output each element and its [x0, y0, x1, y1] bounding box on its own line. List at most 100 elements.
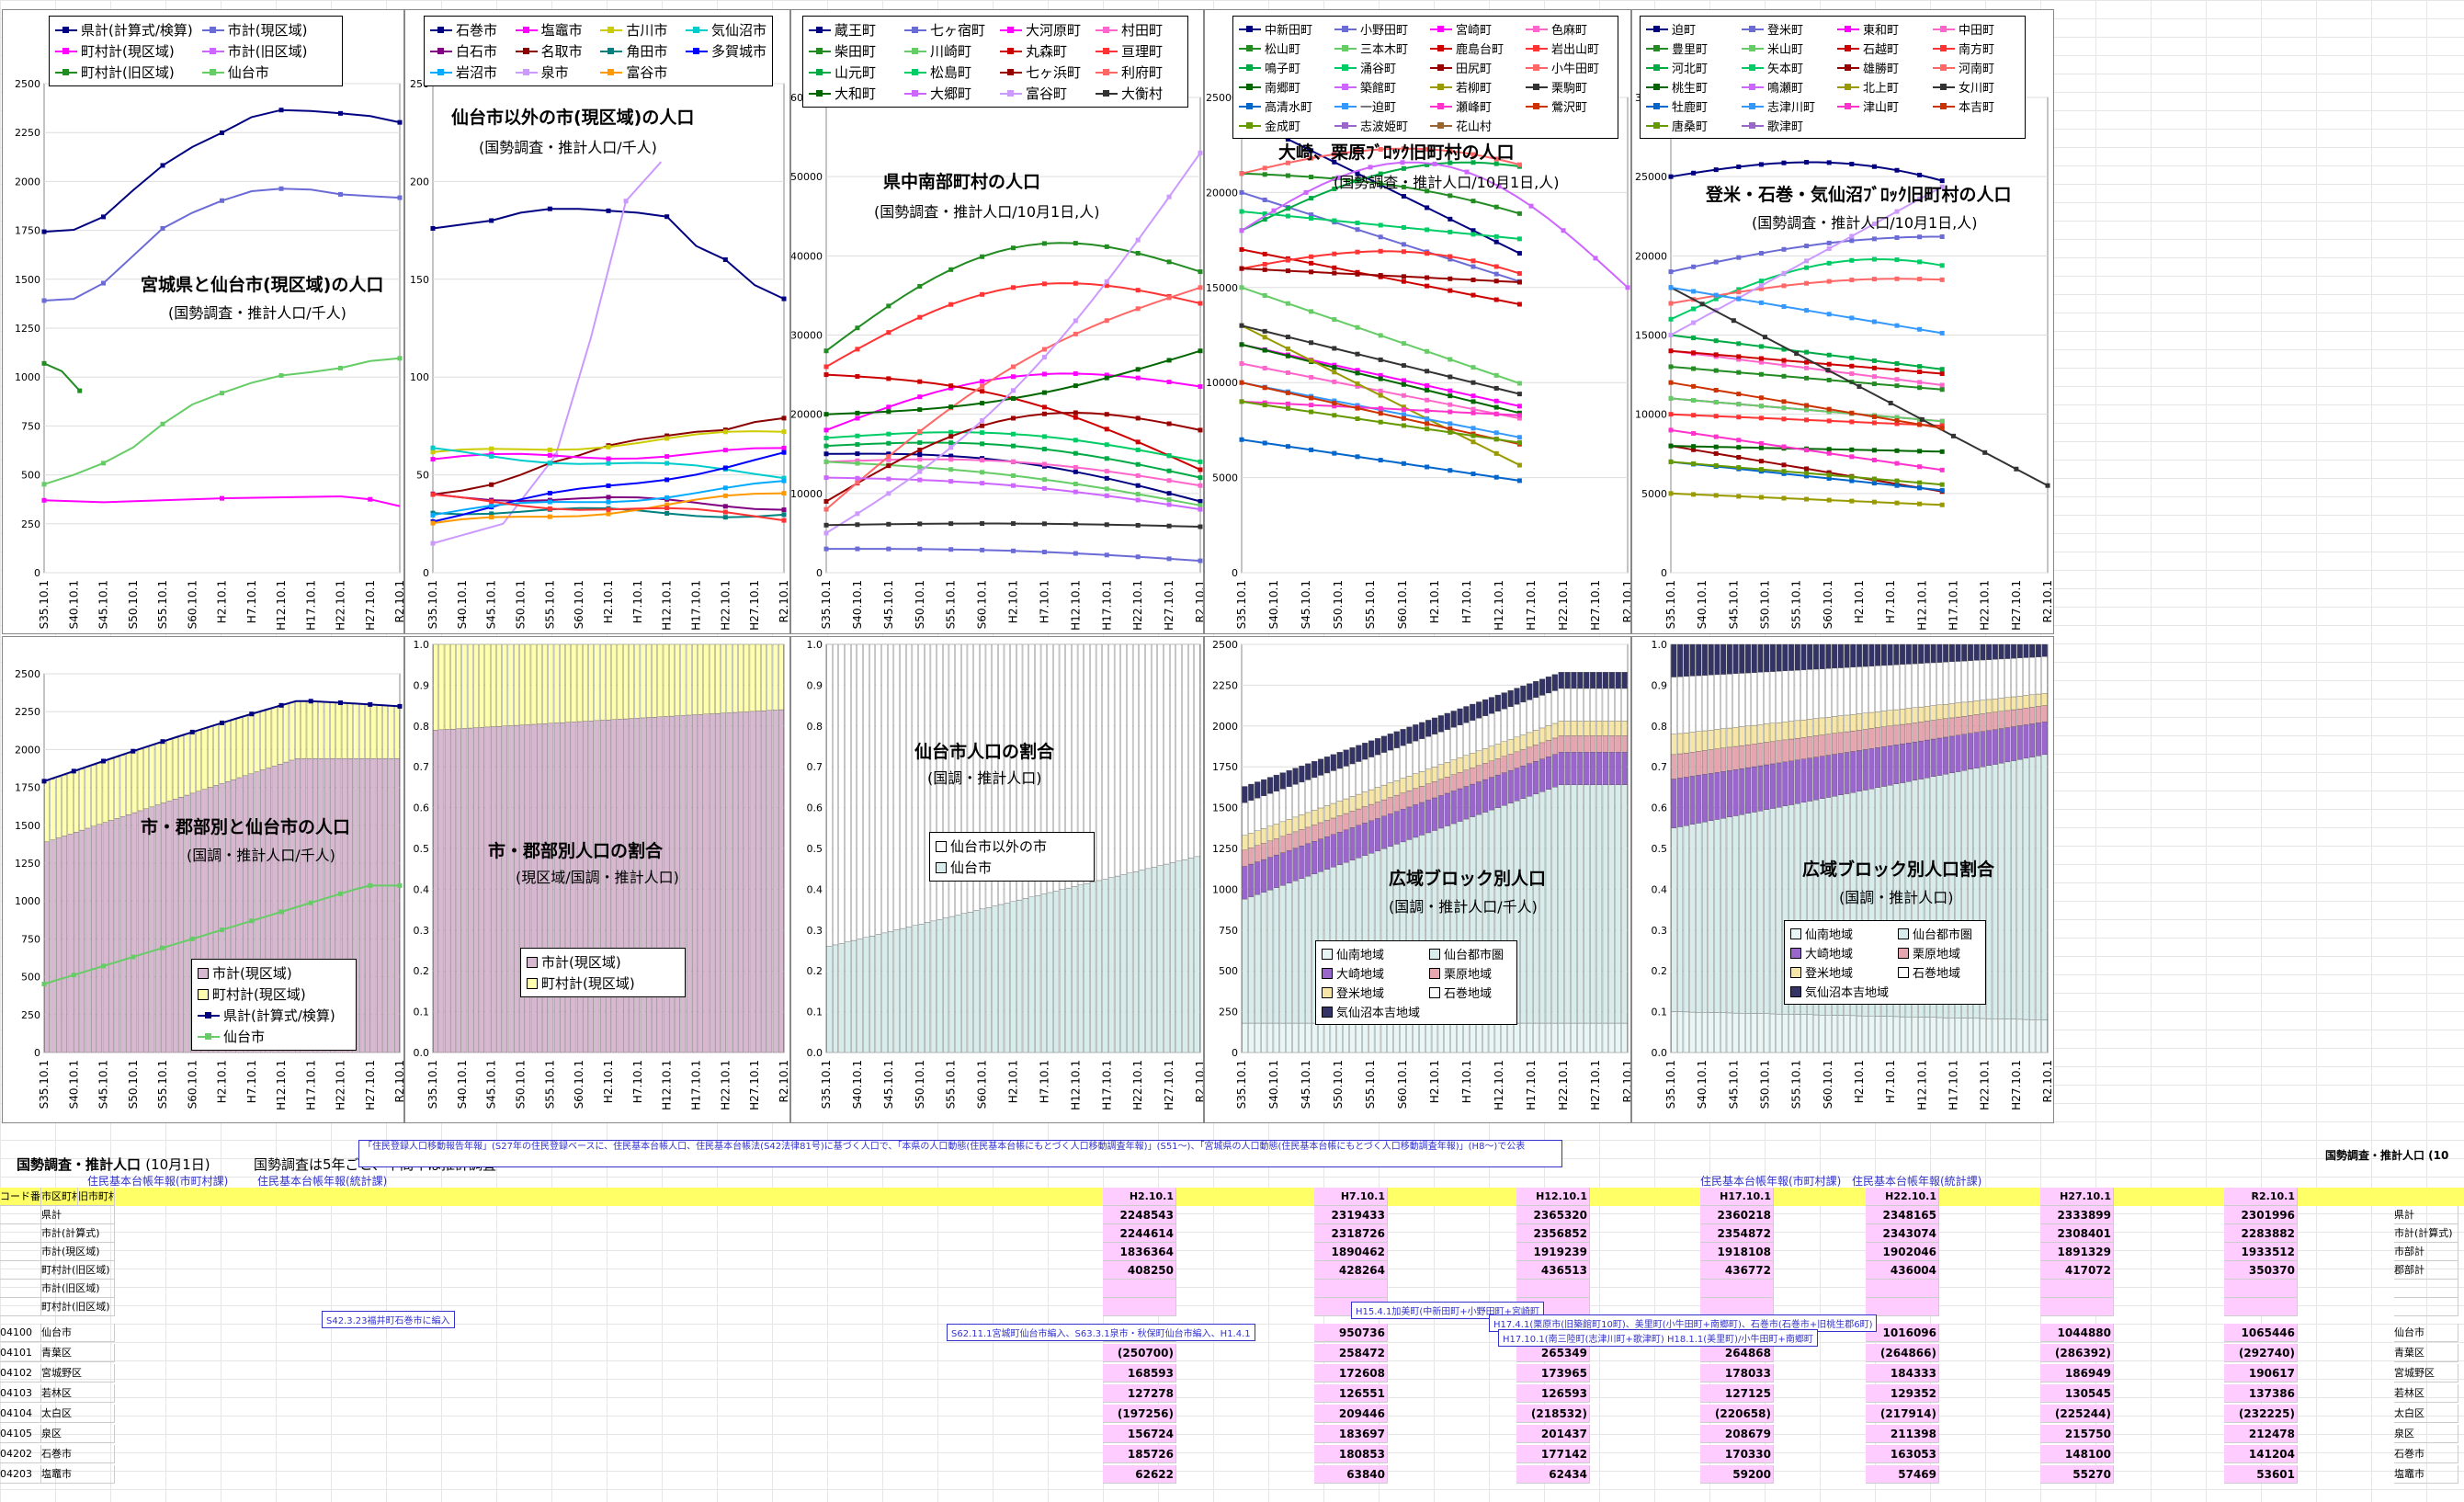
- bar-segment: [1266, 889, 1274, 1024]
- table-row[interactable]: 04202 石巻市 185726 180853 177142 170330 163053 14…: [0, 1445, 2464, 1463]
- table-row[interactable]: 04102 宮城野区 168593 172608 173965 178033 184333 1…: [0, 1364, 2464, 1383]
- data-point: [1804, 448, 1810, 453]
- data-point: [1470, 152, 1476, 157]
- bar-segment: [1850, 666, 1857, 715]
- chart-title: 大崎、栗原ﾌﾞﾛｯｸ旧町村の人口: [1278, 142, 1515, 163]
- table-row[interactable]: 04203 塩竈市 62622 63840 62434 59200 57469 55270 53…: [0, 1465, 2464, 1484]
- legend-item: 町村計(旧区域): [55, 63, 193, 82]
- bar-segment: [576, 643, 583, 723]
- data-point: [489, 453, 494, 459]
- data-point: [1239, 209, 1244, 214]
- chart-sendai-ratio[interactable]: 0.0 0.1 0.2 0.3 0.4 0.5 0.6 0.7 0.8 0.9 1.0 S35.10.…: [790, 636, 1204, 1123]
- chart-regional-block-ratio[interactable]: 0.0 0.1 0.2 0.3 0.4 0.5 0.6 0.7 0.8 0.9 1.0 S35.10.…: [1631, 636, 2054, 1123]
- bar-segment: [1800, 1014, 1807, 1053]
- table-row[interactable]: 04104 太白区 (197256) 209446 (218532) (220658) (2…: [0, 1405, 2464, 1423]
- bar-segment: [1577, 688, 1584, 722]
- chart-tome-ishinomaki-kesennuma-population[interactable]: 050001000015000200002500030000S35.10.1S4…: [1631, 9, 2054, 634]
- bar-segment: [1488, 745, 1495, 761]
- data-point: [1378, 388, 1383, 393]
- x-tick-label: H12.10.1: [1493, 580, 1505, 631]
- bar-segment: [2029, 1019, 2036, 1053]
- bar-segment: [669, 643, 675, 717]
- table-row[interactable]: 市計(現区域) 1836364 1890462 1919239 1918108 19020…: [0, 1243, 2464, 1261]
- row-name: 宮城野区: [41, 1364, 115, 1383]
- chart-osaki-kurihara-population[interactable]: 0 5000 10000 15000 20000 25000 S35.10.1 S40.10.…: [1204, 9, 1631, 634]
- data-point: [278, 702, 284, 708]
- bar-segment: [1918, 663, 1925, 708]
- bar-segment: [1751, 1013, 1757, 1053]
- bar-segment: [260, 710, 266, 770]
- y-tick-label: 0.5: [1652, 843, 1668, 855]
- bar-segment: [2016, 696, 2023, 710]
- data-point: [1011, 443, 1016, 449]
- legend-item: 名取市: [515, 41, 592, 61]
- data-point: [1239, 323, 1244, 328]
- bar-segment: [1608, 784, 1615, 1024]
- x-tick-label: S50.10.1: [127, 580, 140, 629]
- bar-segment: [1470, 1022, 1476, 1053]
- table-row[interactable]: 市計(旧区域): [0, 1280, 2464, 1298]
- row-value: 173965: [1516, 1364, 1590, 1383]
- bar-segment: [530, 643, 537, 725]
- bar-segment: [1621, 735, 1628, 753]
- chart-southern-towns-population[interactable]: 0100002000030000400005000060000S35.10.1S…: [790, 9, 1204, 634]
- bar-segment: [1507, 754, 1514, 771]
- data-point: [1262, 328, 1267, 334]
- bar-segment: [1127, 872, 1133, 1053]
- bar-segment: [1701, 750, 1708, 775]
- row-value: 1016096: [1866, 1324, 1939, 1342]
- bar-segment: [1437, 779, 1444, 796]
- bar-segment: [1677, 733, 1684, 755]
- data-point: [1516, 211, 1522, 216]
- bar-segment: [1948, 703, 1955, 719]
- bar-segment: [1368, 1022, 1375, 1053]
- bar-segment: [537, 723, 542, 1053]
- chart-city-county-population[interactable]: 0 250 500 750 1000 1250 1500 1750 2000 2250 2500 S3…: [2, 636, 404, 1123]
- bar-segment: [2023, 757, 2029, 1020]
- bar-segment: [1330, 802, 1336, 819]
- table-row[interactable]: 04101 青葉区 (250700) 258472 265349 264868 (26486…: [0, 1344, 2464, 1362]
- chart-city-county-ratio[interactable]: 0.0 0.1 0.2 0.3 0.4 0.5 0.6 0.7 0.8 0.9 1.0 S35.10.…: [404, 636, 790, 1123]
- row-code: 04102: [0, 1364, 41, 1383]
- data-point: [1713, 434, 1719, 439]
- x-tick-label: H22.10.1: [1557, 580, 1570, 631]
- chart-other-cities-population[interactable]: 0 50 100 150 200 250 S35.10.1 S40.10.1 S45.10.1 S…: [404, 9, 790, 634]
- legend-item: 多賀城市: [685, 41, 766, 61]
- row-value: [2224, 1280, 2298, 1298]
- bar-segment: [62, 775, 68, 836]
- bar-segment: [732, 643, 738, 713]
- x-tick-label: H2.10.1: [602, 580, 615, 623]
- data-point: [338, 365, 343, 370]
- bar-segment: [1776, 722, 1782, 741]
- table-row[interactable]: 町村計(旧区域) 408250 428264 436513 436772 436004 41…: [0, 1261, 2464, 1280]
- bar-segment: [967, 911, 973, 1053]
- table-row[interactable]: 04105 泉区 156724 183697 201437 208679 211398 215…: [0, 1425, 2464, 1443]
- data-point: [1378, 333, 1383, 338]
- bar-segment: [1255, 845, 1261, 862]
- data-point: [1104, 283, 1109, 289]
- table-row[interactable]: 県計 2248543 2319433 2365320 2360218 2348165 233…: [0, 1206, 2464, 1224]
- bar-segment: [1242, 802, 1248, 836]
- data-point: [1939, 387, 1945, 393]
- data-point: [220, 927, 224, 933]
- table-row[interactable]: 市計(計算式) 2244614 2318726 2356852 2354872 23430…: [0, 1224, 2464, 1243]
- bar-segment: [961, 913, 968, 1053]
- x-tick-label: H27.10.1: [364, 1060, 377, 1110]
- bar-segment: [1683, 825, 1689, 1013]
- table-row[interactable]: 04103 若林区 127278 126551 126593 127125 129352 13…: [0, 1384, 2464, 1403]
- data-point: [430, 445, 436, 450]
- row-value: [1103, 1280, 1176, 1298]
- x-tick-label: H22.10.1: [719, 1060, 732, 1110]
- y-tick-label: 2500: [15, 78, 40, 90]
- chart-miyagi-sendai-population[interactable]: 0 250 500 750 1000 1250 1500 1750 2000 2250 2500 S3…: [2, 9, 404, 634]
- chart-regional-block-population[interactable]: 0 250 500 750 1000 1250 1500 1750 2000 2250 2500 S3…: [1204, 636, 1631, 1123]
- data-point: [430, 457, 436, 462]
- data-point: [1166, 421, 1172, 427]
- y-tick-label: 500: [21, 972, 40, 984]
- legend-item: 富谷市: [600, 63, 676, 82]
- bar-segment: [571, 722, 577, 1053]
- bar-segment: [1893, 709, 1900, 726]
- bar-segment: [1590, 721, 1596, 736]
- data-point: [1493, 279, 1499, 284]
- bar-segment: [56, 837, 62, 1053]
